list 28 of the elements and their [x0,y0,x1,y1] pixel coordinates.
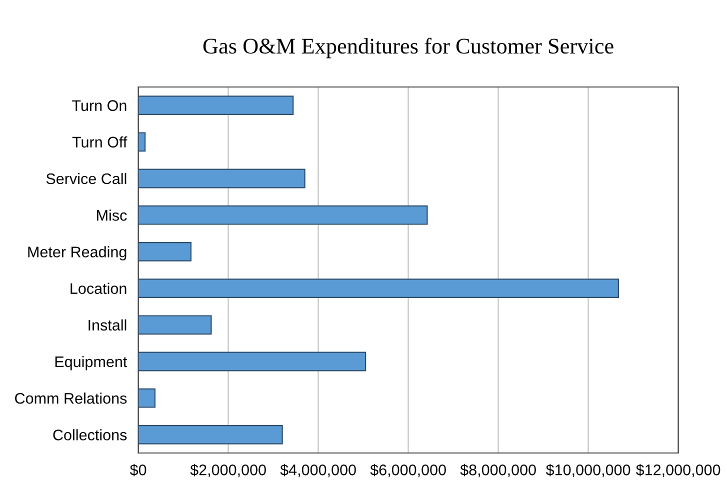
y-tick-label: Misc [97,210,127,221]
x-tick-label: $0 [130,464,146,476]
bar [138,315,212,335]
bar [138,168,306,188]
y-tick-label: Install [88,319,126,331]
x-tick-label: $2,000,000 [190,464,266,478]
y-tick-label: Location [70,282,126,294]
bar [138,96,294,116]
bar [138,278,620,298]
chart-title: Gas O&M Expenditures for Customer Service [203,38,614,58]
y-tick-label: Equipment [55,356,128,370]
bar [138,205,428,225]
x-tick-label: $10,000,000 [546,464,630,478]
y-tick-label: Service Call [46,172,126,184]
y-tick-label: Collections [53,429,127,440]
bar [138,132,146,152]
bar [138,424,283,444]
x-tick-label: $4,000,000 [280,464,356,478]
x-tick-label: $8,000,000 [460,464,536,478]
y-tick-label: Meter Reading [28,246,126,260]
x-tick-label: $6,000,000 [370,464,446,478]
bar [138,352,366,372]
y-tick-label: Turn On [72,100,126,111]
x-tick-label: $12,000,000 [636,464,720,478]
y-tick-label: Comm Relations [15,392,127,404]
y-tick-label: Turn Off [72,136,128,148]
bar [138,242,192,262]
bar [138,388,156,408]
